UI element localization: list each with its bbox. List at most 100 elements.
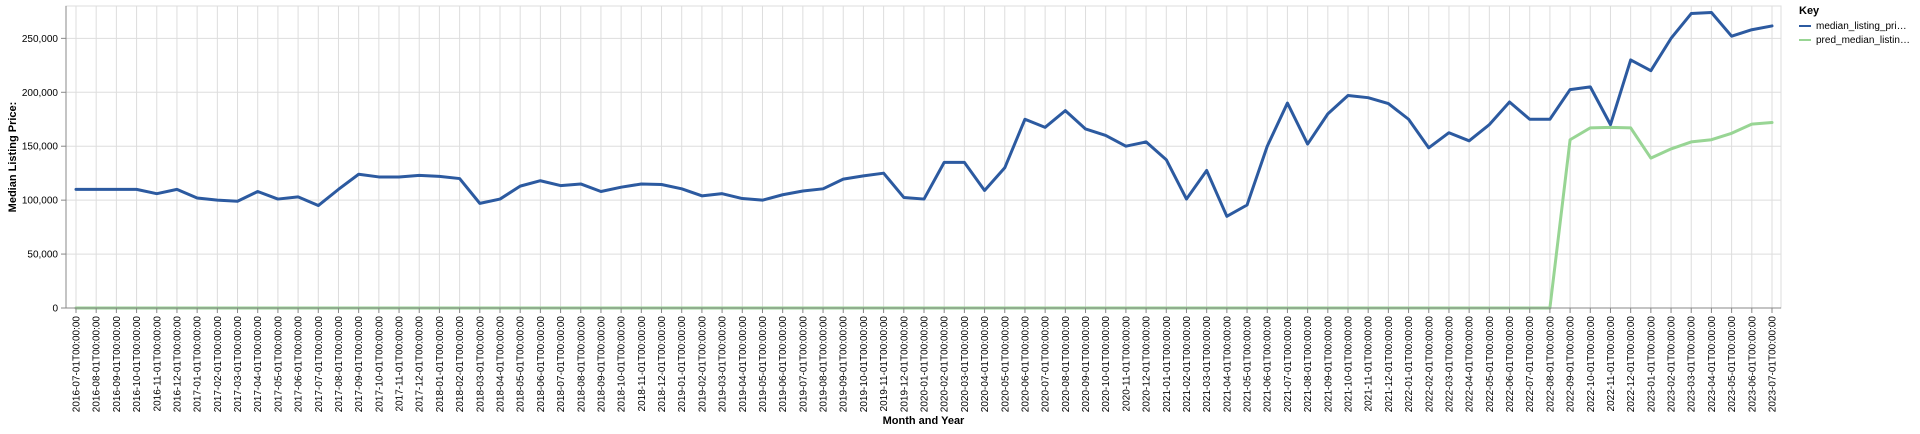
legend: Key median_listing_pri… pred_median_list… <box>1799 5 1910 46</box>
x-tick-label: 2022-09-01T00:00:00 <box>1566 316 1577 413</box>
x-tick-label: 2016-10-01T00:00:00 <box>132 316 143 413</box>
x-tick-label: 2019-11-01T00:00:00 <box>879 316 890 412</box>
x-tick-label: 2021-08-01T00:00:00 <box>1303 316 1314 413</box>
x-tick-label: 2016-08-01T00:00:00 <box>92 316 103 413</box>
x-tick-label: 2020-09-01T00:00:00 <box>1081 316 1092 413</box>
x-tick-label: 2020-07-01T00:00:00 <box>1041 316 1052 413</box>
y-tick-label: 150,000 <box>22 142 59 153</box>
x-tick-label: 2018-10-01T00:00:00 <box>617 316 628 413</box>
x-tick-label: 2017-03-01T00:00:00 <box>233 316 244 413</box>
x-tick-label: 2018-08-01T00:00:00 <box>576 316 587 413</box>
x-tick-label: 2019-06-01T00:00:00 <box>778 316 789 413</box>
x-tick-label: 2020-10-01T00:00:00 <box>1101 316 1112 413</box>
x-tick-label: 2017-01-01T00:00:00 <box>193 316 204 413</box>
x-tick-label: 2017-05-01T00:00:00 <box>273 316 284 413</box>
x-tick-label: 2017-07-01T00:00:00 <box>314 316 325 413</box>
y-tick-label: 250,000 <box>22 34 59 45</box>
x-tick-label: 2019-01-01T00:00:00 <box>677 316 688 413</box>
y-axis-title: Median Listing Price: <box>7 102 19 213</box>
x-axis-title: Month and Year <box>883 415 965 427</box>
x-tick-label: 2017-06-01T00:00:00 <box>294 316 305 413</box>
x-tick-label: 2022-06-01T00:00:00 <box>1505 316 1516 413</box>
x-tick-label: 2023-04-01T00:00:00 <box>1707 316 1718 413</box>
x-tick-label: 2018-03-01T00:00:00 <box>475 316 486 413</box>
x-tick-label: 2021-04-01T00:00:00 <box>1222 316 1233 413</box>
x-tick-label: 2018-06-01T00:00:00 <box>536 316 547 413</box>
x-tick-label: 2019-07-01T00:00:00 <box>798 316 809 413</box>
x-tick-label: 2022-01-01T00:00:00 <box>1404 316 1415 413</box>
x-tick-label: 2022-02-01T00:00:00 <box>1424 316 1435 413</box>
x-tick-label: 2018-11-01T00:00:00 <box>637 316 648 412</box>
legend-label-median: median_listing_pri… <box>1816 21 1907 32</box>
x-tick-label: 2021-07-01T00:00:00 <box>1283 316 1294 413</box>
x-tick-label: 2022-10-01T00:00:00 <box>1586 316 1597 413</box>
x-tick-label: 2018-02-01T00:00:00 <box>455 316 466 413</box>
x-tick-label: 2022-05-01T00:00:00 <box>1485 316 1496 413</box>
x-tick-label: 2016-09-01T00:00:00 <box>112 316 123 413</box>
x-tick-label: 2019-04-01T00:00:00 <box>738 316 749 413</box>
x-tick-label: 2016-07-01T00:00:00 <box>72 316 83 413</box>
x-tick-label: 2020-01-01T00:00:00 <box>920 316 931 413</box>
x-tick-label: 2020-12-01T00:00:00 <box>1142 316 1153 413</box>
x-tick-label: 2016-12-01T00:00:00 <box>172 316 183 413</box>
x-tick-label: 2019-08-01T00:00:00 <box>819 316 830 413</box>
x-tick-label: 2016-11-01T00:00:00 <box>152 316 163 412</box>
legend-label-pred: pred_median_listin… <box>1816 35 1910 46</box>
x-tick-label: 2021-09-01T00:00:00 <box>1323 316 1334 413</box>
x-tick-label: 2023-03-01T00:00:00 <box>1687 316 1698 413</box>
axis-layer: 0 50,000 100,000 150,000 200,000 250,000 2016-… <box>22 6 1781 412</box>
x-tick-label: 2023-07-01T00:00:00 <box>1768 316 1779 413</box>
x-tick-label: 2021-11-01T00:00:00 <box>1364 316 1375 412</box>
x-tick-label: 2017-11-01T00:00:00 <box>395 316 406 412</box>
x-tick-label: 2019-10-01T00:00:00 <box>859 316 870 413</box>
x-tick-label: 2023-05-01T00:00:00 <box>1727 316 1738 413</box>
x-tick-label: 2021-02-01T00:00:00 <box>1182 316 1193 413</box>
x-tick-label: 2018-04-01T00:00:00 <box>496 316 507 413</box>
x-tick-label: 2018-12-01T00:00:00 <box>657 316 668 413</box>
x-tick-label: 2018-07-01T00:00:00 <box>556 316 567 413</box>
x-tick-label: 2022-11-01T00:00:00 <box>1606 316 1617 412</box>
x-tick-label: 2020-04-01T00:00:00 <box>980 316 991 413</box>
x-tick-label: 2022-08-01T00:00:00 <box>1545 316 1556 413</box>
x-tick-label: 2019-09-01T00:00:00 <box>839 316 850 413</box>
x-tick-label: 2021-12-01T00:00:00 <box>1384 316 1395 413</box>
x-tick-label: 2021-06-01T00:00:00 <box>1263 316 1274 413</box>
x-tick-label: 2017-09-01T00:00:00 <box>354 316 365 413</box>
x-tick-label: 2017-04-01T00:00:00 <box>253 316 264 413</box>
x-tick-label: 2017-02-01T00:00:00 <box>213 316 224 413</box>
x-tick-label: 2017-12-01T00:00:00 <box>415 316 426 413</box>
x-tick-label: 2017-10-01T00:00:00 <box>374 316 385 413</box>
grid-layer <box>66 6 1781 309</box>
x-tick-label: 2020-08-01T00:00:00 <box>1061 316 1072 413</box>
x-tick-label: 2019-05-01T00:00:00 <box>758 316 769 413</box>
x-tick-label: 2021-03-01T00:00:00 <box>1202 316 1213 413</box>
x-tick-label: 2020-06-01T00:00:00 <box>1020 316 1031 413</box>
x-tick-label: 2021-01-01T00:00:00 <box>1162 316 1173 413</box>
x-tick-label: 2023-06-01T00:00:00 <box>1747 316 1758 413</box>
legend-title: Key <box>1799 5 1820 17</box>
x-tick-label: 2023-02-01T00:00:00 <box>1667 316 1678 413</box>
x-tick-label: 2022-07-01T00:00:00 <box>1525 316 1536 413</box>
x-tick-label: 2018-05-01T00:00:00 <box>516 316 527 413</box>
y-tick-label: 50,000 <box>27 250 58 261</box>
x-tick-label: 2022-03-01T00:00:00 <box>1444 316 1455 413</box>
y-tick-label: 0 <box>52 304 58 315</box>
x-tick-label: 2022-04-01T00:00:00 <box>1465 316 1476 413</box>
x-tick-label: 2019-02-01T00:00:00 <box>697 316 708 413</box>
x-tick-label: 2019-12-01T00:00:00 <box>899 316 910 413</box>
y-tick-label: 100,000 <box>22 196 59 207</box>
x-tick-label: 2020-05-01T00:00:00 <box>1000 316 1011 413</box>
x-tick-label: 2019-03-01T00:00:00 <box>718 316 729 413</box>
series-line-median-listing-price <box>74 10 1774 218</box>
x-tick-label: 2020-02-01T00:00:00 <box>940 316 951 413</box>
x-tick-label: 2018-01-01T00:00:00 <box>435 316 446 413</box>
x-tick-label: 2020-11-01T00:00:00 <box>1121 316 1132 412</box>
x-tick-label: 2021-10-01T00:00:00 <box>1344 316 1355 413</box>
y-tick-label: 200,000 <box>22 88 59 99</box>
x-tick-label: 2017-08-01T00:00:00 <box>334 316 345 413</box>
x-tick-label: 2022-12-01T00:00:00 <box>1626 316 1637 413</box>
x-tick-label: 2023-01-01T00:00:00 <box>1646 316 1657 413</box>
x-tick-label: 2018-09-01T00:00:00 <box>596 316 607 413</box>
